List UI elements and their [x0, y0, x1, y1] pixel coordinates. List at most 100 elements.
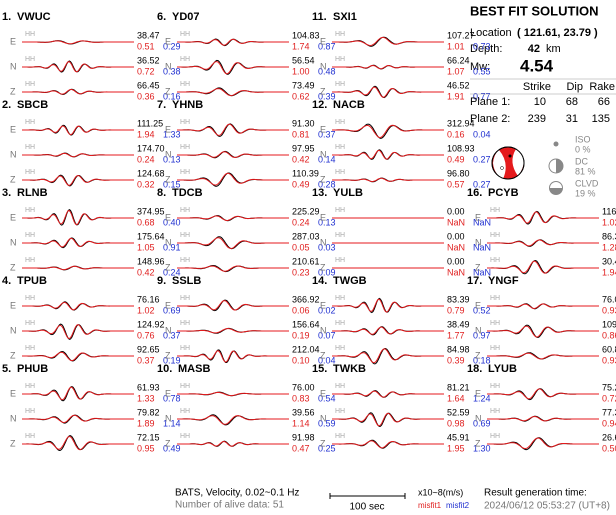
waveform-synthetic — [332, 86, 444, 98]
component: E — [10, 124, 16, 134]
channel: HH — [335, 56, 345, 63]
amplitude: 79.82 — [137, 407, 160, 417]
misfit1: NaN — [447, 267, 465, 277]
amplitude: 110.39 — [292, 168, 319, 178]
component: Z — [165, 262, 171, 272]
amplitude: 76.16 — [137, 294, 160, 304]
misfit1: 0.86 — [602, 330, 616, 340]
waveform-synthetic — [487, 239, 599, 247]
misfit2: 0.07 — [318, 330, 336, 340]
misfit1: 0.98 — [447, 418, 465, 428]
misfit2: 0.52 — [473, 305, 491, 315]
waveform-synthetic — [22, 237, 134, 248]
channel: HH — [335, 257, 345, 264]
channel: HH — [180, 295, 190, 302]
channel: HH — [25, 119, 35, 126]
misfit2: 0.73 — [473, 41, 491, 51]
station-name: SSLB — [172, 275, 201, 287]
plane-value: 135 — [592, 113, 610, 125]
misfit1-legend: misfit1 — [418, 501, 442, 510]
waveform-synthetic — [487, 437, 599, 450]
component: N — [165, 149, 172, 159]
waveform-synthetic — [487, 325, 599, 338]
station-name: VWUC — [17, 11, 51, 23]
station-name: YD07 — [172, 11, 200, 23]
waveform-synthetic — [177, 300, 289, 311]
waveform-synthetic — [487, 352, 599, 360]
station-number: 17. — [467, 275, 482, 287]
station-name: TDCB — [172, 187, 203, 199]
waveform-synthetic — [22, 301, 134, 311]
channel: HH — [180, 383, 190, 390]
station-name: PHUB — [17, 363, 48, 375]
table-header: Strike — [523, 81, 551, 93]
misfit1: NaN — [447, 242, 465, 252]
misfit1: 1.74 — [292, 41, 310, 51]
channel: HH — [25, 31, 35, 38]
misfit1: 0.05 — [292, 242, 310, 252]
misfit2: 0.03 — [318, 242, 336, 252]
mw-label: Mw: — [470, 61, 490, 73]
component-value: 0 % — [575, 144, 591, 154]
channel: HH — [335, 320, 345, 327]
station-number: 9. — [157, 275, 166, 287]
component: Z — [320, 438, 326, 448]
component: N — [475, 413, 482, 423]
channel: HH — [335, 345, 345, 352]
misfit2: 0.28 — [318, 179, 336, 189]
station-number: 12. — [312, 99, 327, 111]
channel: HH — [335, 31, 345, 38]
amplitude: 72.15 — [137, 432, 160, 442]
misfit2: 0.87 — [318, 41, 336, 51]
channel: HH — [490, 345, 500, 352]
misfit1: 0.06 — [292, 305, 310, 315]
misfit1: 0.39 — [447, 355, 465, 365]
channel: HH — [25, 433, 35, 440]
misfit1: 0.72 — [137, 66, 155, 76]
component: Z — [165, 86, 171, 96]
waveform-observed — [177, 414, 289, 426]
amplitude: 175.64 — [137, 231, 165, 241]
misfit1: 0.16 — [447, 129, 465, 139]
misfit1: 0.81 — [292, 129, 310, 139]
misfit2: 0.15 — [163, 179, 181, 189]
misfit1: 0.49 — [292, 179, 310, 189]
station-name: NACB — [333, 99, 365, 111]
component-value: 81 % — [575, 166, 596, 176]
amplitude: 104.83 — [292, 30, 320, 40]
component: Z — [10, 262, 16, 272]
misfit2: 1.33 — [163, 129, 181, 139]
time: 2024/06/12 05:53:27 (UT+8) — [484, 501, 610, 512]
component: E — [320, 300, 326, 310]
component: N — [475, 325, 482, 335]
component: E — [165, 124, 171, 134]
component: Z — [165, 438, 171, 448]
amplitude: 111.25 — [137, 118, 163, 128]
amplitude: 81.21 — [447, 382, 470, 392]
component: N — [320, 149, 327, 159]
misfit2: 0.14 — [318, 154, 336, 164]
misfit2: 0.18 — [473, 355, 491, 365]
misfit1: 0.42 — [292, 154, 310, 164]
component: E — [475, 388, 481, 398]
waveform-synthetic — [332, 390, 444, 398]
channel: HH — [25, 345, 35, 352]
station-name: TWGB — [333, 275, 367, 287]
waveform-synthetic — [22, 89, 134, 95]
waveform-synthetic — [332, 149, 444, 160]
amplitude: 30.49 — [602, 256, 616, 266]
misfit1: 0.93 — [602, 305, 616, 315]
station-name: YHNB — [172, 99, 203, 111]
amplitude: 124.92 — [137, 319, 165, 329]
waveform-synthetic — [22, 435, 134, 451]
misfit2: 0.77 — [473, 91, 491, 101]
amplitude: 107.27 — [447, 30, 475, 40]
component: N — [10, 237, 17, 247]
misfit2: 0.27 — [473, 179, 491, 189]
component-icons — [548, 141, 564, 195]
station-number: 13. — [312, 187, 327, 199]
channel: HH — [25, 320, 35, 327]
component: N — [10, 149, 17, 159]
channel: HH — [490, 295, 500, 302]
